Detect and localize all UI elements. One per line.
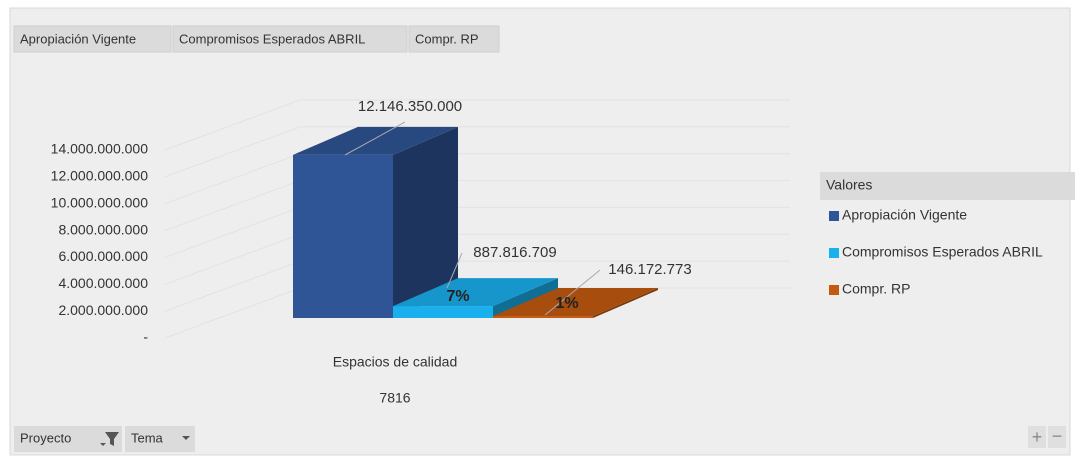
bar-side (493, 278, 558, 318)
bar-side (393, 126, 458, 318)
bar (493, 316, 593, 318)
y-tick-label: 10.000.000.000 (51, 194, 149, 210)
field-button[interactable] (13, 25, 172, 53)
bar-top (393, 278, 558, 307)
data-label: 146.172.773 (608, 261, 691, 278)
bar-top (293, 126, 458, 155)
legend-swatch (829, 211, 839, 221)
bar-side (593, 288, 658, 318)
expand-icon[interactable]: + (1032, 427, 1043, 447)
dropdown-icon[interactable] (100, 443, 106, 446)
legend-swatch (829, 285, 839, 295)
field-button-label[interactable]: Proyecto (20, 430, 71, 445)
bar (293, 154, 393, 318)
y-tick-label: 4.000.000.000 (58, 275, 148, 291)
x-tick-label: Espacios de calidad (333, 354, 458, 370)
y-tick-label: 2.000.000.000 (58, 302, 148, 318)
bar (393, 306, 493, 318)
y-tick-label: 6.000.000.000 (58, 248, 148, 264)
grid-line (164, 99, 790, 151)
y-tick-label: 14.000.000.000 (51, 141, 149, 157)
field-button[interactable] (125, 426, 195, 452)
leader-line (446, 252, 463, 289)
field-button[interactable] (408, 25, 500, 53)
legend-label: Compromisos Esperados ABRIL (842, 244, 1043, 260)
x-group-label: 7816 (379, 390, 410, 406)
bar-top (493, 288, 658, 317)
leader-line (544, 269, 601, 316)
expand-button[interactable] (1028, 426, 1046, 448)
y-tick-label: - (143, 329, 148, 345)
collapse-button[interactable] (1048, 426, 1066, 448)
field-button-label[interactable]: Compr. RP (415, 31, 479, 46)
field-button-label[interactable]: Tema (131, 430, 164, 445)
data-label: 887.816.709 (473, 244, 556, 261)
field-button[interactable] (172, 25, 408, 53)
leader-line (344, 121, 406, 156)
grid-line (164, 126, 790, 178)
legend-title: Valores (826, 177, 872, 193)
collapse-icon[interactable]: − (1052, 426, 1063, 446)
field-button-label[interactable]: Apropiación Vigente (20, 31, 136, 46)
legend-label: Apropiación Vigente (842, 207, 967, 223)
field-button[interactable] (14, 426, 122, 452)
legend-swatch (829, 248, 839, 258)
percent-label: 1% (555, 295, 578, 312)
legend-label: Compr. RP (842, 281, 910, 297)
field-button-label[interactable]: Compromisos Esperados ABRIL (179, 31, 365, 46)
y-tick-label: 12.000.000.000 (51, 168, 149, 184)
legend-title-bg (820, 172, 1075, 200)
chart-area (9, 7, 1071, 456)
data-label: 12.146.350.000 (358, 98, 462, 115)
filter-icon[interactable] (105, 432, 119, 446)
dropdown-icon[interactable] (182, 436, 190, 440)
percent-label: 7% (446, 288, 469, 305)
y-tick-label: 8.000.000.000 (58, 221, 148, 237)
